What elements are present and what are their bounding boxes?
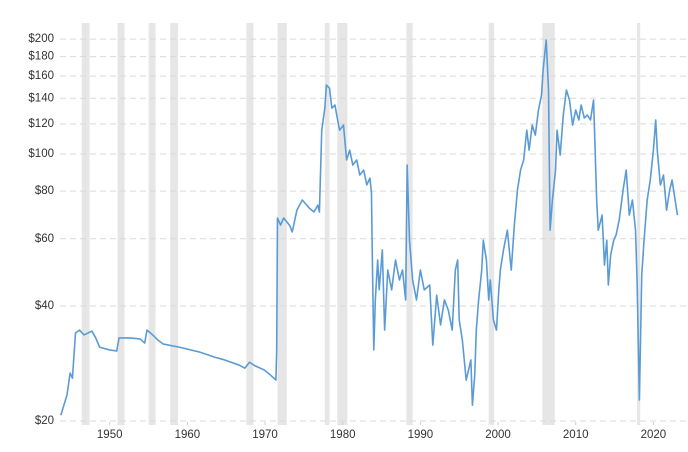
recession-band [637,23,641,425]
recession-band [337,23,348,425]
x-tick-label: 1950 [97,429,123,441]
x-tick-label: 2020 [641,429,667,441]
x-tick-label: 1960 [175,429,201,441]
plot [60,39,679,416]
y-tick-label: $100 [28,148,54,160]
y-tick-label: $200 [28,33,54,45]
recession-band [148,23,156,425]
x-tick-label: 2000 [485,429,511,441]
recession-band [170,23,179,425]
y-tick-label: $20 [35,415,54,427]
recession-band [117,23,125,425]
axis-labels: $20 $40 $60 $80 $100 $120 $140 $160 $180 $200 1950… [28,33,666,441]
y-tick-label: $140 [28,92,54,104]
x-tick-label: 1980 [330,429,356,441]
y-tick-label: $80 [35,185,54,197]
x-tick-label: 1990 [408,429,434,441]
recession-band [246,23,254,425]
y-tick-label: $40 [35,300,54,312]
price-line [60,39,679,416]
grid [60,38,686,425]
y-tick-label: $120 [28,118,54,130]
y-tick-label: $60 [35,233,54,245]
x-tick-label: 2010 [563,429,589,441]
recession-band [81,23,90,425]
x-tick-label: 1970 [252,429,278,441]
recession-band [277,23,287,425]
y-tick-label: $180 [28,51,54,63]
recession-band [488,23,495,425]
recession-bands [81,23,641,425]
recession-band [324,23,330,425]
y-tick-label: $160 [28,70,54,82]
